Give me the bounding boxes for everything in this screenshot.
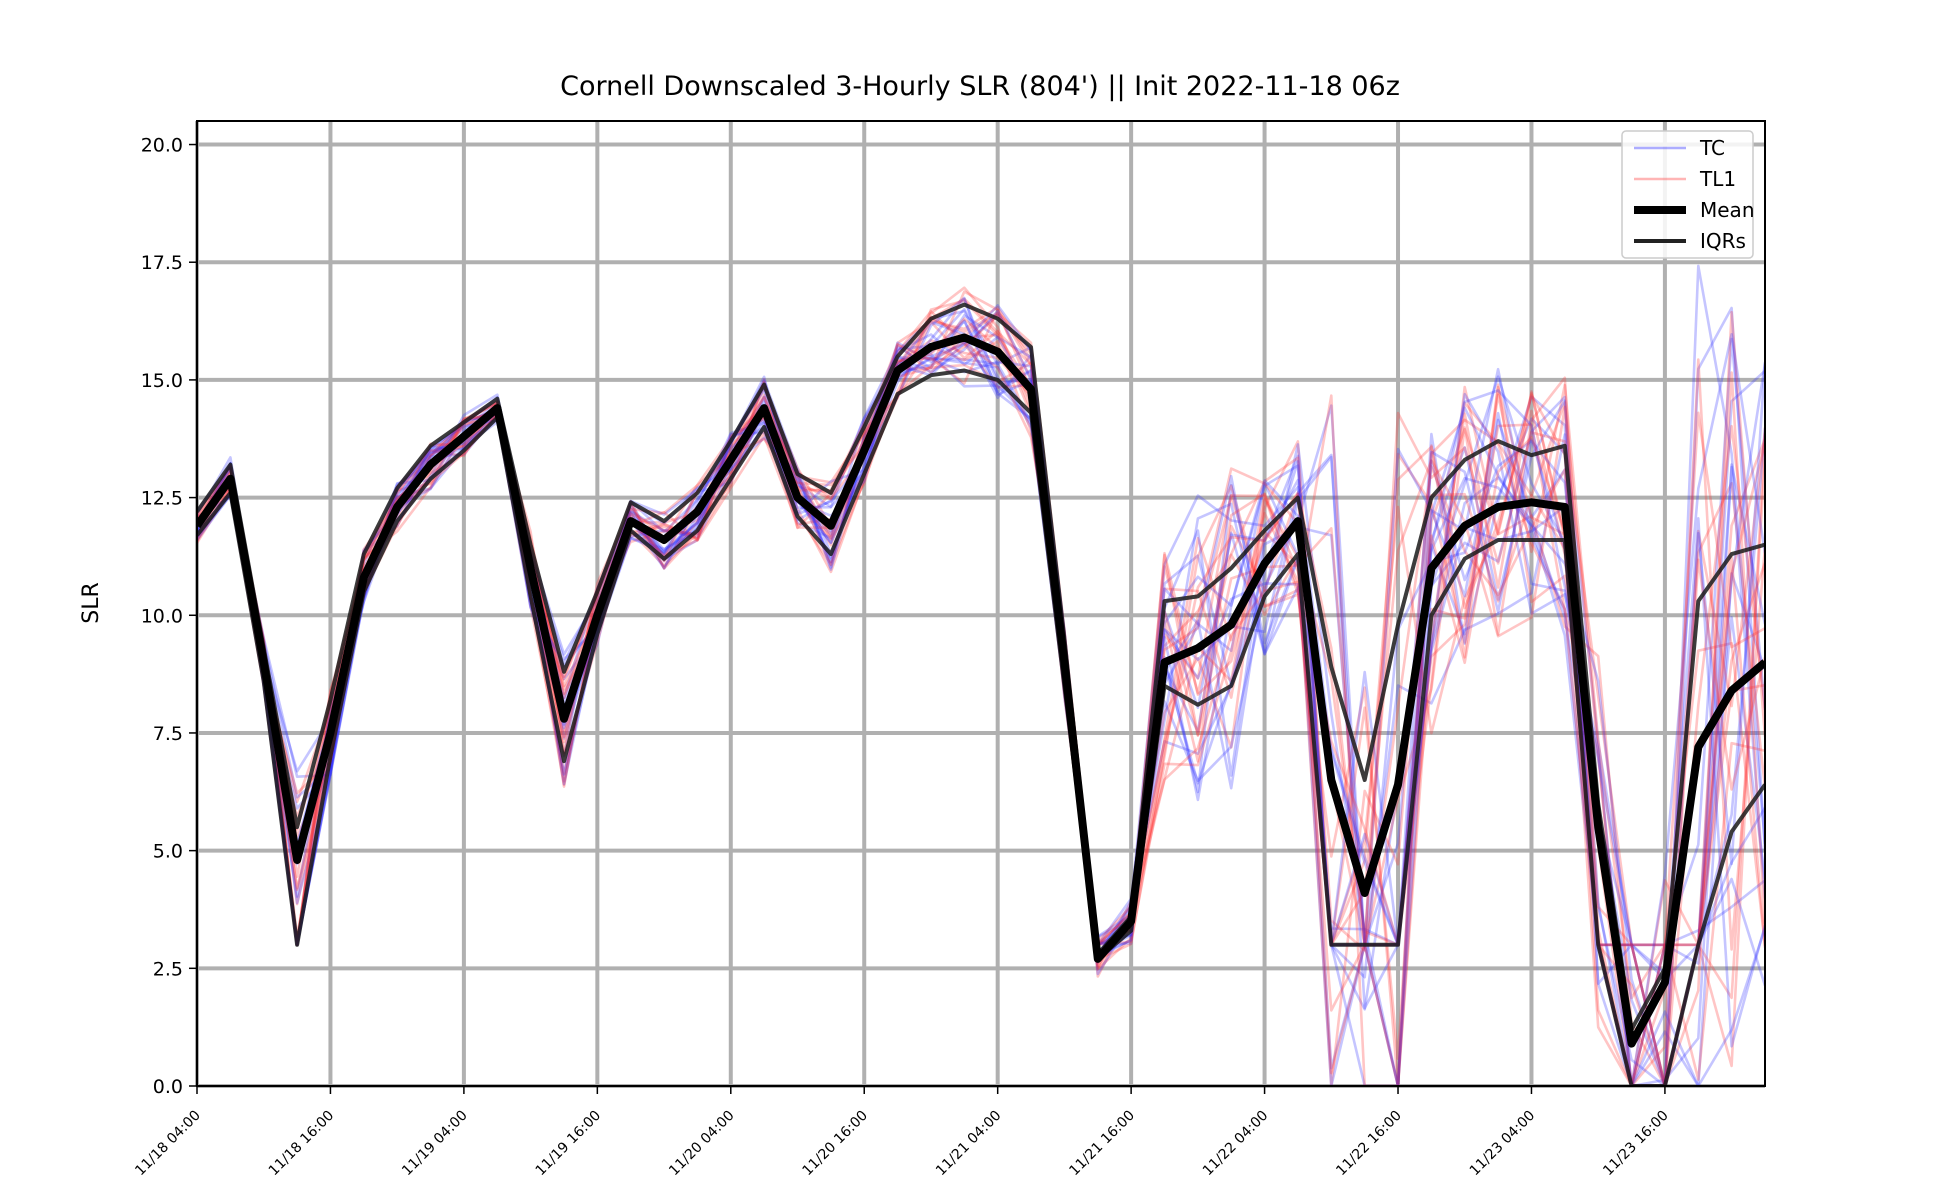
x-tick-label: 11/22 04:00	[1200, 1108, 1272, 1180]
tc-member-line	[197, 340, 1765, 1086]
tc-member-line	[197, 333, 1765, 1086]
y-tick-label: 15.0	[141, 370, 183, 392]
y-tick-label: 12.5	[141, 488, 183, 510]
tl1-member-line	[197, 340, 1765, 1086]
legend-label: TL1	[1699, 167, 1736, 191]
legend: TC TL1 Mean IQRs	[1621, 130, 1755, 259]
x-tick-label: 11/22 16:00	[1333, 1108, 1405, 1180]
tl1-member-line	[197, 310, 1765, 1086]
x-tick-label: 11/21 16:00	[1066, 1108, 1138, 1180]
mean-line	[197, 333, 1765, 1048]
chart-title: Cornell Downscaled 3-Hourly SLR (804') |…	[560, 71, 1400, 102]
tc-member-line	[197, 313, 1765, 1010]
tc-member-line	[197, 304, 1765, 1086]
x-tick-label: 11/21 04:00	[933, 1108, 1005, 1180]
y-axis: 0.0 2.5 5.0 7.5 10.0 12.5 15.0 17.5 20.0	[141, 135, 197, 1098]
x-tick-label: 11/20 16:00	[800, 1108, 872, 1180]
iqr-upper-line	[197, 302, 1765, 1032]
y-tick-label: 20.0	[141, 135, 183, 157]
legend-label: TC	[1699, 136, 1725, 160]
tl1-member-line	[197, 314, 1765, 1086]
x-tick-label: 11/23 16:00	[1600, 1108, 1672, 1180]
tl1-member-line	[197, 312, 1765, 1086]
tl1-member-line	[197, 286, 1765, 1086]
y-tick-label: 10.0	[141, 605, 183, 627]
x-axis: 11/18 04:00 11/18 16:00 11/19 04:00 11/19 1…	[132, 1086, 1672, 1180]
y-tick-label: 2.5	[153, 958, 183, 980]
legend-label: Mean	[1700, 198, 1755, 222]
tc-member-line	[197, 306, 1765, 1086]
y-tick-label: 5.0	[153, 841, 183, 863]
x-tick-label: 11/18 16:00	[266, 1108, 338, 1180]
x-tick-label: 11/19 04:00	[399, 1108, 471, 1180]
iqr-lower-line	[197, 368, 1765, 1086]
x-tick-label: 11/20 04:00	[666, 1108, 738, 1180]
y-tick-label: 0.0	[153, 1076, 183, 1098]
legend-label: IQRs	[1700, 229, 1746, 253]
plot-frame	[196, 120, 1766, 1087]
summary-series	[197, 302, 1765, 1086]
y-tick-label: 17.5	[141, 252, 183, 274]
legend-box	[1621, 130, 1754, 259]
y-axis-label: SLR	[79, 582, 104, 624]
x-tick-label: 11/19 16:00	[533, 1108, 605, 1180]
y-tick-label: 7.5	[153, 723, 183, 745]
tl1-member-line	[197, 341, 1765, 1086]
x-tick-label: 11/18 04:00	[132, 1108, 204, 1180]
x-tick-label: 11/23 04:00	[1467, 1108, 1539, 1180]
tl1-member-line	[197, 339, 1765, 1086]
